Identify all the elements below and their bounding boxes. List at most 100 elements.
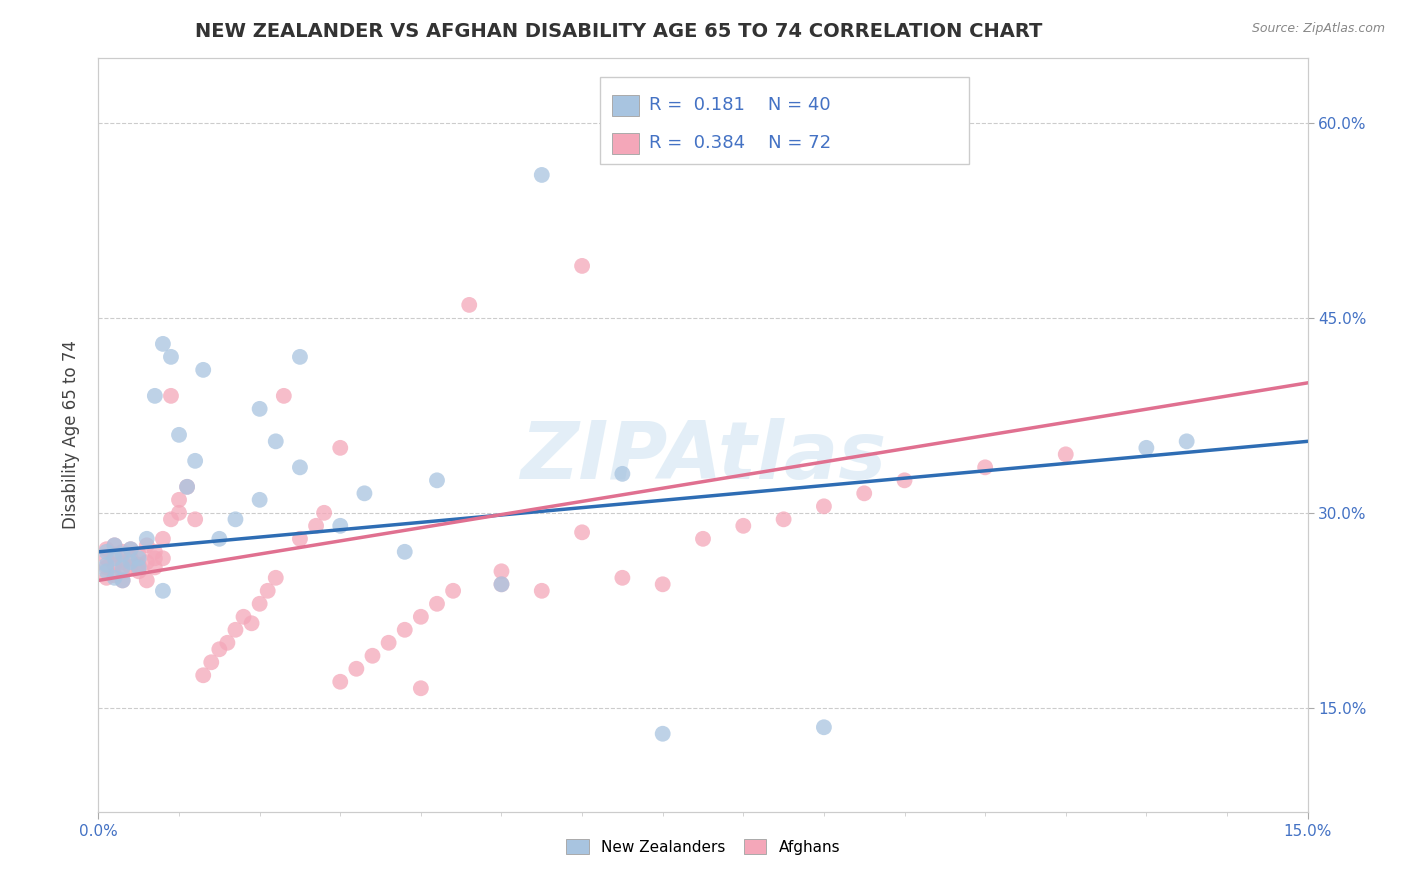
Point <box>103 551 125 566</box>
Point <box>264 571 287 585</box>
Point <box>96 560 118 574</box>
Point <box>329 674 352 689</box>
Point <box>264 434 287 449</box>
Point <box>111 545 134 559</box>
Point <box>344 662 367 676</box>
Point <box>491 564 513 578</box>
Point <box>193 363 215 377</box>
Point <box>143 560 166 574</box>
Point <box>184 454 207 468</box>
Point <box>1135 441 1157 455</box>
Point <box>361 648 384 663</box>
Point <box>96 551 118 566</box>
Point <box>176 480 198 494</box>
Point <box>103 548 125 562</box>
Point <box>353 486 375 500</box>
Point <box>160 512 183 526</box>
Point <box>314 506 336 520</box>
Point <box>96 542 118 557</box>
Point <box>200 655 222 669</box>
Text: Source: ZipAtlas.com: Source: ZipAtlas.com <box>1251 22 1385 36</box>
Point <box>893 473 915 487</box>
Point <box>152 551 174 566</box>
Point <box>152 337 174 351</box>
Point <box>288 460 311 475</box>
Point <box>651 727 673 741</box>
Point <box>256 583 278 598</box>
Point <box>491 577 513 591</box>
Point <box>103 538 125 552</box>
Point <box>458 298 481 312</box>
Point <box>111 548 134 562</box>
Point <box>288 350 311 364</box>
Point <box>1175 434 1198 449</box>
Point <box>571 259 593 273</box>
Point <box>974 460 997 475</box>
Point <box>612 467 634 481</box>
Point <box>143 551 166 566</box>
Text: R =  0.181    N = 40: R = 0.181 N = 40 <box>648 96 830 114</box>
Point <box>530 583 553 598</box>
Point <box>377 636 399 650</box>
Point <box>120 551 142 566</box>
Point <box>111 560 134 574</box>
Point <box>120 555 142 569</box>
Point <box>135 532 157 546</box>
Point <box>409 681 432 696</box>
Point <box>135 555 157 569</box>
Point <box>152 583 174 598</box>
Point <box>224 623 246 637</box>
Point <box>813 500 835 514</box>
Point <box>692 532 714 546</box>
Point <box>120 560 142 574</box>
Point <box>128 548 150 562</box>
Point <box>152 532 174 546</box>
Point <box>160 389 183 403</box>
Point <box>184 512 207 526</box>
Point <box>96 558 118 572</box>
Point <box>249 492 271 507</box>
Point <box>441 583 464 598</box>
Text: R =  0.384    N = 72: R = 0.384 N = 72 <box>648 134 831 153</box>
Point <box>224 512 246 526</box>
Point <box>120 542 142 557</box>
Point <box>394 545 416 559</box>
Point <box>571 525 593 540</box>
Point <box>96 571 118 585</box>
Point <box>240 616 263 631</box>
FancyBboxPatch shape <box>613 133 638 153</box>
Point <box>491 577 513 591</box>
Point <box>111 564 134 578</box>
Point <box>128 564 150 578</box>
Point <box>128 551 150 566</box>
Text: ZIPAtlas: ZIPAtlas <box>520 418 886 497</box>
Point <box>103 538 125 552</box>
Point <box>208 532 231 546</box>
Point <box>208 642 231 657</box>
Point <box>217 636 239 650</box>
Point <box>1054 447 1077 461</box>
Point <box>176 480 198 494</box>
Point <box>135 538 157 552</box>
Y-axis label: Disability Age 65 to 74: Disability Age 65 to 74 <box>62 341 80 529</box>
Point <box>394 623 416 637</box>
Point <box>426 473 449 487</box>
Point <box>167 506 190 520</box>
Point <box>329 518 352 533</box>
Point <box>329 441 352 455</box>
Point <box>120 542 142 557</box>
Point <box>772 512 794 526</box>
Point <box>612 571 634 585</box>
Point <box>167 492 190 507</box>
Text: NEW ZEALANDER VS AFGHAN DISABILITY AGE 65 TO 74 CORRELATION CHART: NEW ZEALANDER VS AFGHAN DISABILITY AGE 6… <box>195 22 1042 41</box>
Point <box>530 168 553 182</box>
FancyBboxPatch shape <box>600 77 969 163</box>
Point <box>426 597 449 611</box>
Point <box>288 532 311 546</box>
Point <box>273 389 295 403</box>
Point <box>128 560 150 574</box>
Point <box>813 720 835 734</box>
Point <box>409 609 432 624</box>
Point <box>249 401 271 416</box>
Point <box>135 574 157 588</box>
